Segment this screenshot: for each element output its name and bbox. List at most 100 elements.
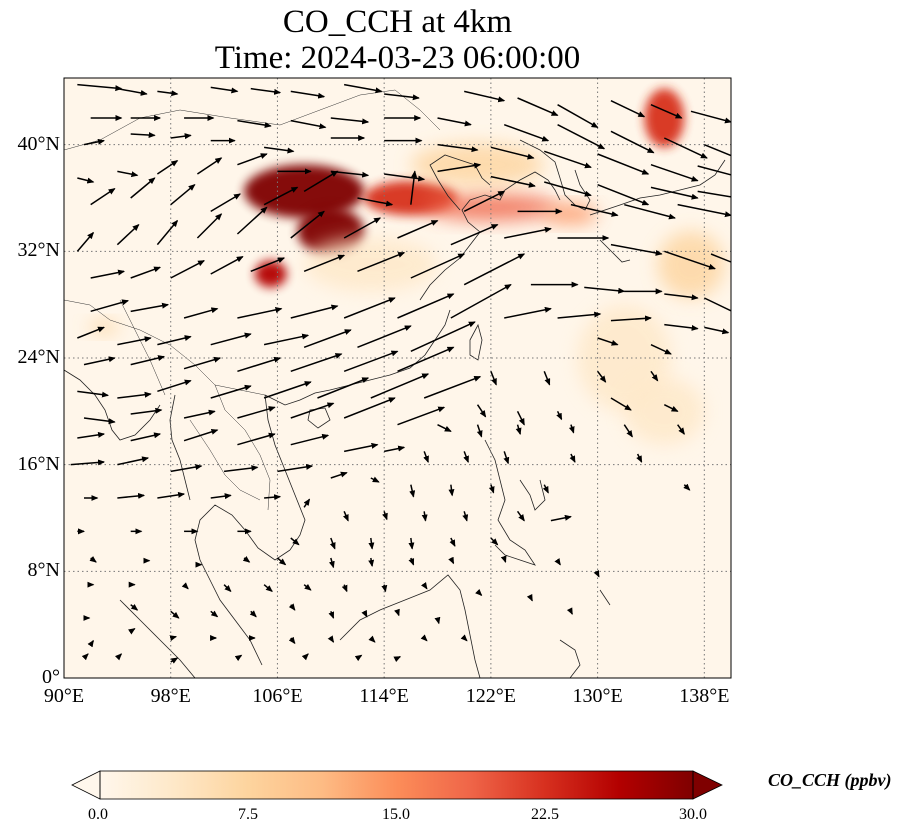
- wind-arrow: [210, 610, 219, 618]
- wind-arrow: [263, 381, 312, 399]
- wind-arrow: [237, 153, 268, 166]
- wind-arrow: [170, 657, 179, 664]
- wind-arrow: [384, 93, 420, 101]
- wind-arrow: [397, 219, 439, 239]
- wind-arrow: [343, 442, 379, 453]
- coastline-taiwan: [469, 323, 483, 361]
- wind-arrow: [610, 99, 646, 118]
- wind-arrow: [490, 175, 536, 188]
- wind-arrow: [263, 584, 273, 592]
- wind-arrow: [288, 636, 296, 645]
- wind-arrow: [210, 493, 232, 500]
- wind-arrow: [290, 537, 300, 546]
- wind-arrow: [156, 219, 179, 246]
- co-plume: [424, 193, 558, 221]
- wind-arrow: [290, 210, 325, 239]
- wind-arrow: [157, 491, 186, 499]
- wind-arrow: [263, 146, 295, 154]
- wind-arrow: [83, 356, 116, 366]
- border-laos-vietnam: [214, 384, 271, 511]
- wind-arrow: [597, 337, 619, 346]
- wind-arrow: [703, 297, 731, 315]
- wind-arrow: [117, 492, 146, 499]
- wind-arrow: [183, 356, 222, 370]
- wind-arrow: [90, 188, 116, 206]
- colorbar-tick-label: 7.5: [238, 806, 258, 823]
- wind-arrow: [393, 655, 402, 663]
- wind-arrow: [663, 137, 708, 159]
- wind-arrow: [476, 424, 483, 438]
- wind-arrow: [423, 375, 482, 399]
- wind-arrow: [710, 253, 731, 263]
- colorbar-label: CO_CCH (ppbv): [768, 770, 892, 790]
- wind-arrow: [410, 253, 466, 279]
- colorbar-extend-min: [71, 770, 101, 800]
- wind-arrow: [130, 432, 162, 442]
- wind-arrow: [196, 213, 223, 239]
- wind-arrow: [290, 433, 330, 446]
- wind-arrow: [170, 610, 180, 619]
- lat-tick-label: 40°N: [17, 132, 60, 155]
- wind-arrow: [130, 177, 156, 199]
- wind-arrow: [357, 251, 406, 273]
- wind-arrow: [397, 406, 446, 426]
- colorbar-tick-label: 22.5: [531, 806, 559, 823]
- wind-arrow: [237, 432, 276, 446]
- wind-arrow: [610, 315, 652, 322]
- wind-arrow: [503, 451, 510, 465]
- wind-arrow: [650, 103, 683, 119]
- lat-tick-label: 32°N: [17, 239, 60, 262]
- wind-arrow: [90, 299, 129, 313]
- wind-arrow: [343, 217, 382, 239]
- wind-arrow: [384, 445, 406, 453]
- wind-arrow: [610, 130, 655, 154]
- wind-arrow: [476, 404, 487, 418]
- wind-arrow: [544, 181, 592, 197]
- wind-arrow: [381, 584, 388, 593]
- lon-tick-label: 106°E: [252, 685, 303, 707]
- wind-arrow: [327, 635, 335, 643]
- wind-arrow: [664, 250, 716, 270]
- wind-arrow: [420, 634, 428, 642]
- wind-arrow: [504, 226, 552, 239]
- wind-arrow: [542, 484, 549, 494]
- wind-arrow: [242, 556, 251, 563]
- wind-arrow: [610, 243, 663, 256]
- wind-arrow: [330, 471, 348, 479]
- coastline-hainan: [307, 407, 331, 429]
- wind-arrow: [394, 608, 400, 617]
- wind-arrow: [181, 582, 189, 590]
- coastline-bay-bengal: [64, 369, 161, 441]
- wind-arrow: [90, 269, 126, 279]
- wind-arrow: [464, 90, 506, 103]
- wind-arrow: [370, 476, 380, 483]
- coastline-vietnam: [264, 394, 306, 551]
- wind-arrow: [568, 424, 575, 434]
- wind-arrow: [303, 498, 311, 508]
- wind-arrow: [650, 343, 672, 355]
- wind-arrow: [543, 371, 551, 386]
- wind-arrow: [500, 555, 507, 563]
- wind-arrow: [317, 377, 370, 399]
- wind-arrow: [636, 453, 643, 463]
- wind-arrow: [288, 603, 296, 611]
- wind-arrow: [83, 417, 116, 425]
- wind-arrow: [397, 293, 455, 319]
- wind-arrow: [663, 403, 679, 413]
- wind-arrow: [421, 511, 428, 522]
- wind-arrow: [157, 90, 179, 97]
- title-time: Time: 2024-03-23 06:00:00: [214, 40, 581, 76]
- wind-arrow: [623, 424, 633, 438]
- lat-tick-label: 0°: [42, 666, 60, 688]
- co-plume: [544, 204, 598, 224]
- wind-arrow: [569, 453, 576, 463]
- wind-arrow: [290, 90, 326, 99]
- coastline-china-east: [419, 171, 561, 301]
- wind-arrow: [354, 654, 363, 662]
- wind-arrow: [210, 384, 252, 399]
- wind-arrow: [704, 143, 731, 157]
- wind-arrow: [570, 203, 619, 217]
- lon-tick-label: 138°E: [679, 685, 730, 707]
- wind-arrow: [303, 170, 339, 192]
